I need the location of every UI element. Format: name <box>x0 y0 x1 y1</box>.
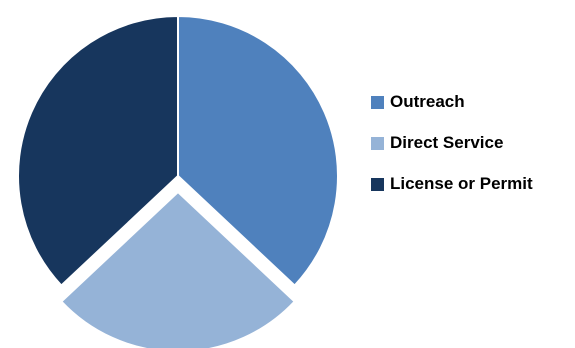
legend-swatch-license-or-permit <box>371 177 384 191</box>
pie-slice-outreach <box>177 14 339 287</box>
legend-swatch-outreach <box>371 95 384 109</box>
pie-slice-license-or-permit <box>17 14 179 287</box>
legend-item-outreach: Outreach <box>371 92 533 112</box>
legend-label-outreach: Outreach <box>390 92 465 111</box>
legend-label-license-or-permit: License or Permit <box>390 174 533 193</box>
legend-label-direct-service: Direct Service <box>390 133 504 152</box>
legend-swatch-direct-service <box>371 136 384 150</box>
pie-slice-direct-service <box>59 190 297 348</box>
legend-item-license-or-permit: License or Permit <box>371 174 533 194</box>
legend-item-direct-service: Direct Service <box>371 133 533 153</box>
legend: Outreach Direct Service License or Permi… <box>371 92 533 215</box>
